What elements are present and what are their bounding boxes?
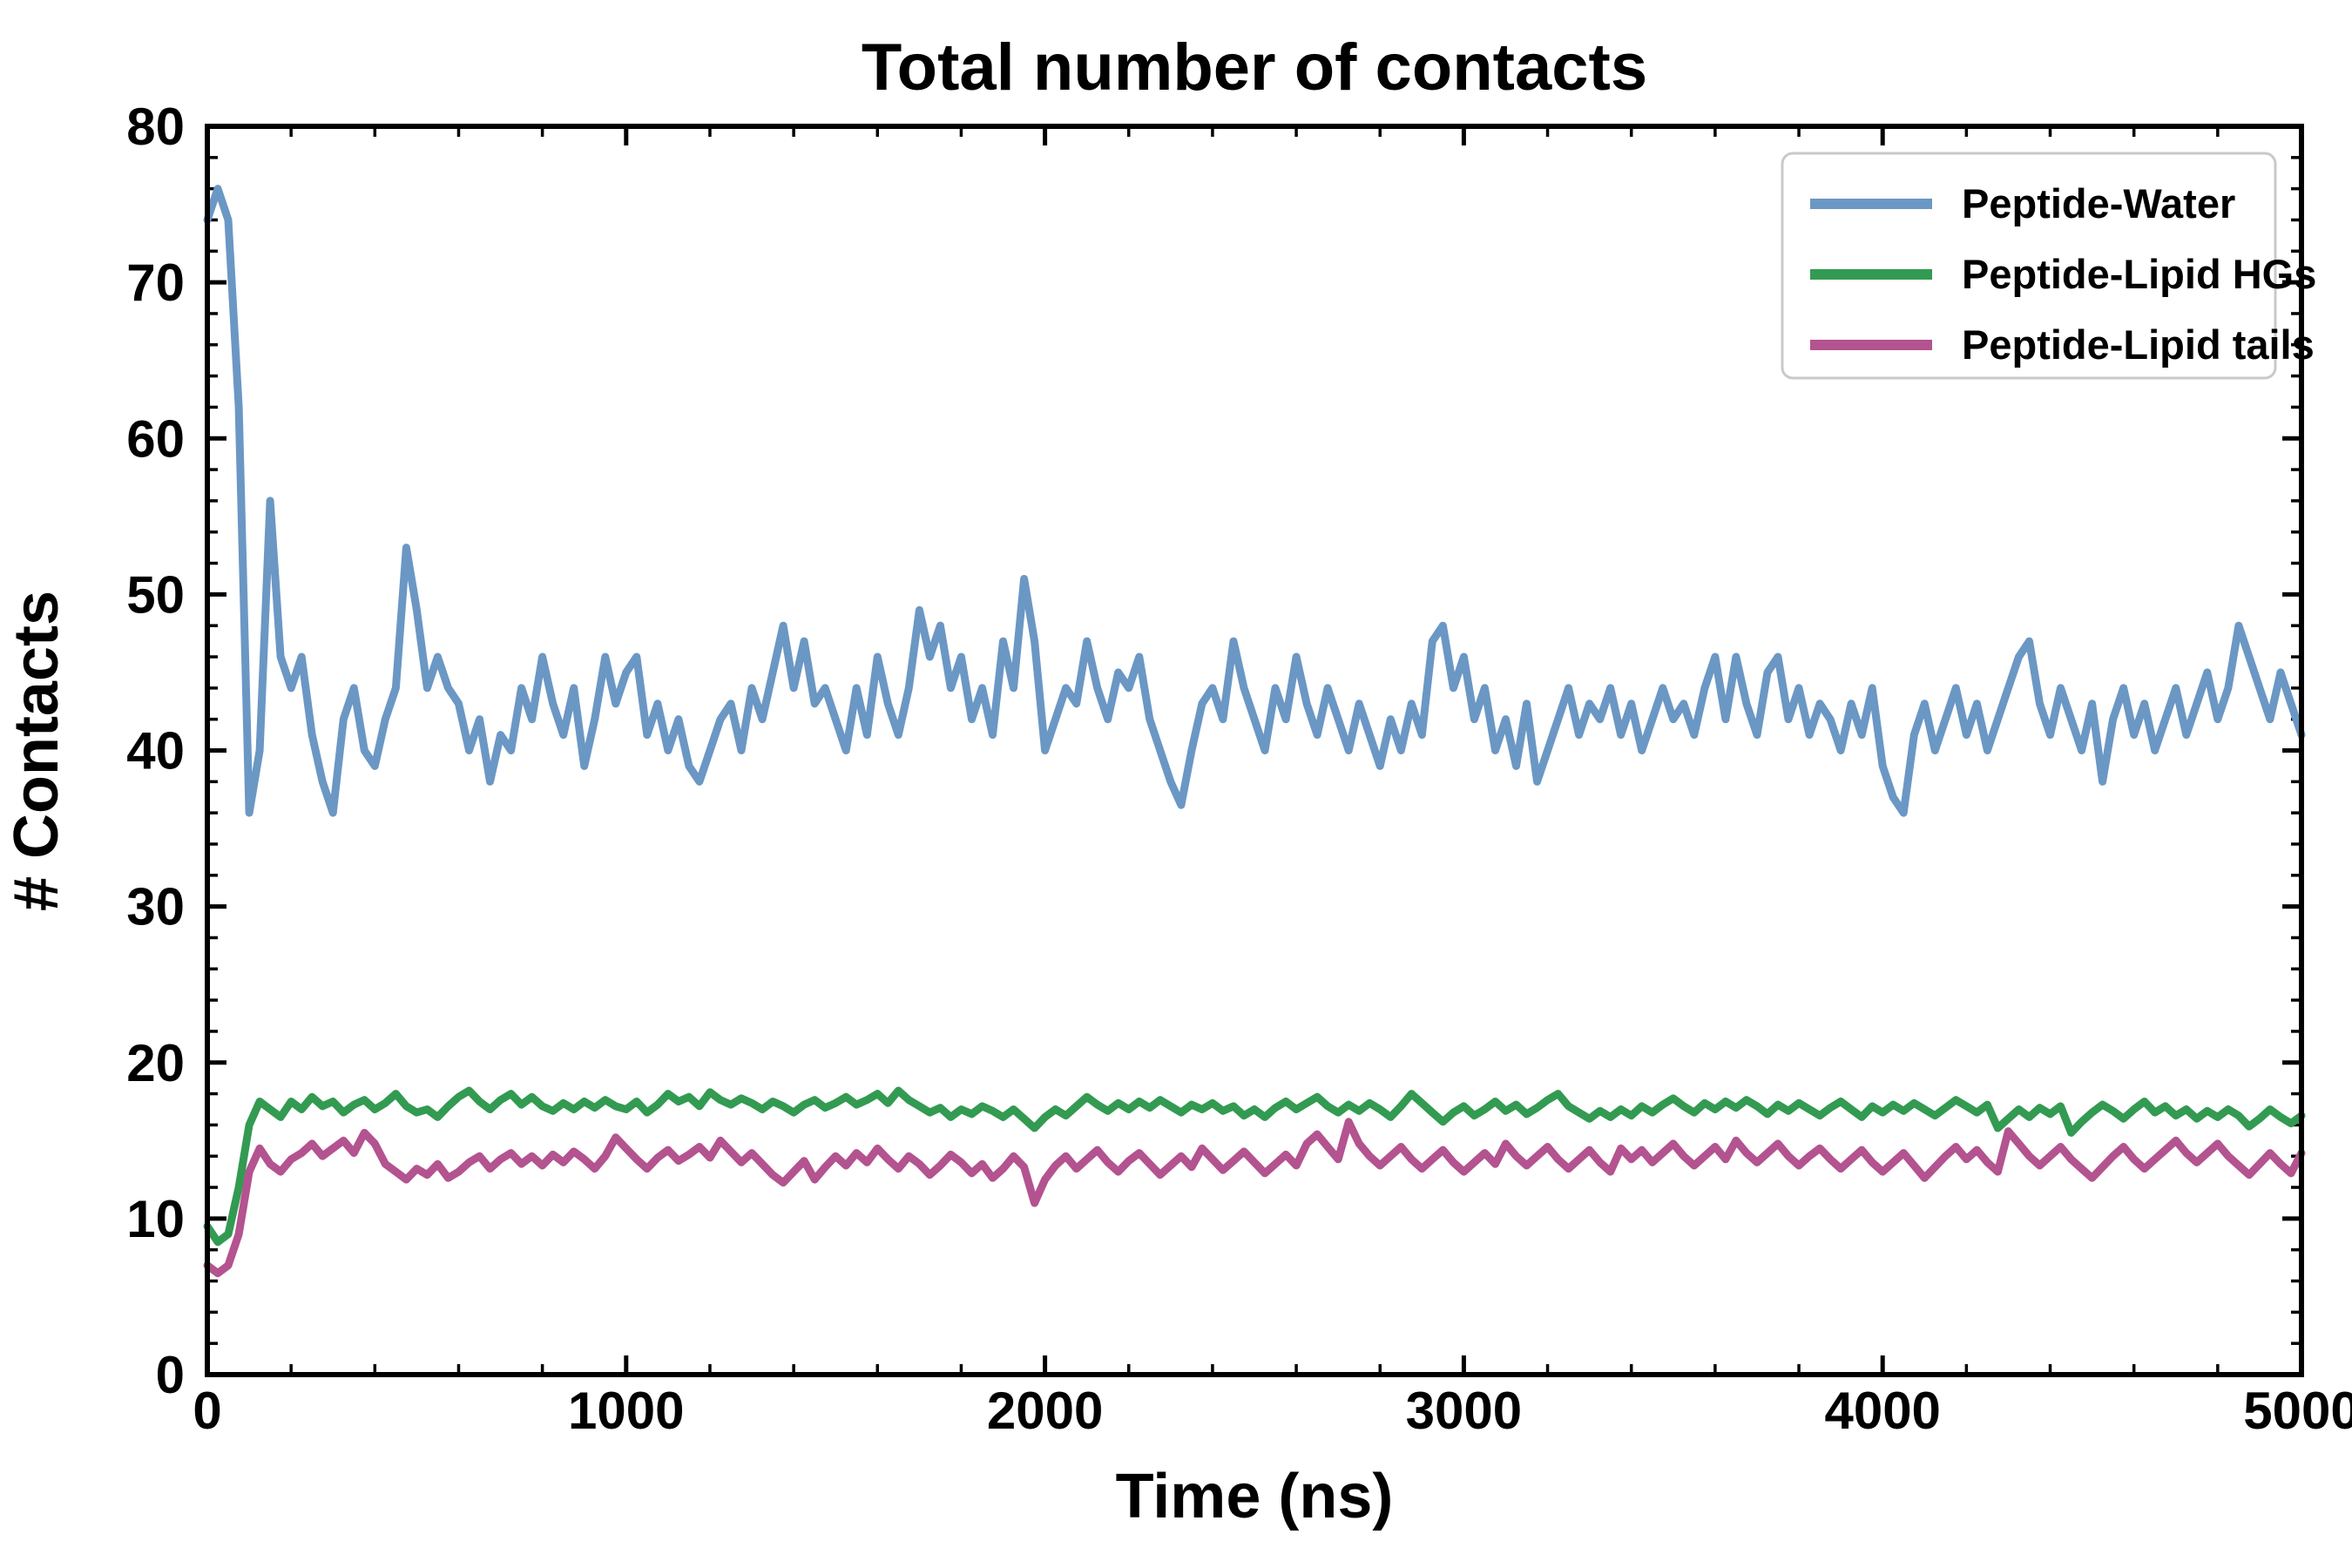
x-tick-label: 1000 [568,1382,684,1440]
legend-item-peptide-lipid-hgs: Peptide-Lipid HGs [1810,251,2316,297]
legend: Peptide-Water Peptide-Lipid HGs Peptide-Li… [1781,152,2316,380]
y-tick-label: 30 [126,878,185,936]
series-line-peptide-lipid-tails [203,1118,2306,1278]
plot-frame [205,124,2304,1377]
x-tick-label: 0 [193,1382,221,1440]
series-line-peptide-lipid-hgs [203,1086,2306,1247]
y-tick-label: 50 [126,565,185,624]
axis-tick-labels: 0 1000 2000 3000 4000 5000 0 10 20 30 40 50 60 70 80 [126,98,2352,1440]
x-tick-label: 5000 [2243,1382,2352,1440]
chart-title: Total number of contacts [862,30,1647,105]
legend-item-peptide-water: Peptide-Water [1810,180,2235,226]
x-axis-label: Time (ns) [1116,1462,1394,1531]
legend-label: Peptide-Lipid tails [1962,321,2315,368]
x-tick-label: 2000 [987,1382,1103,1440]
y-axis-label: # Contacts [2,591,71,911]
legend-frame [1781,152,2277,380]
legend-label: Peptide-Lipid HGs [1962,251,2316,297]
y-tick-label: 10 [126,1190,185,1248]
y-tick-label: 20 [126,1034,185,1092]
y-tick-label: 0 [156,1346,185,1404]
legend-label: Peptide-Water [1962,180,2235,226]
legend-item-peptide-lipid-tails: Peptide-Lipid tails [1810,321,2315,368]
y-tick-label: 40 [126,722,185,781]
series-line-peptide-water [203,185,2306,817]
y-tick-label: 70 [126,253,185,312]
legend-items: Peptide-Water Peptide-Lipid HGs Peptide-Li… [1810,180,2316,368]
y-tick-label: 60 [126,409,185,468]
x-tick-label: 3000 [1406,1382,1522,1440]
series-lines [203,185,2306,1278]
x-tick-label: 4000 [1824,1382,1940,1440]
y-tick-label: 80 [126,98,185,156]
